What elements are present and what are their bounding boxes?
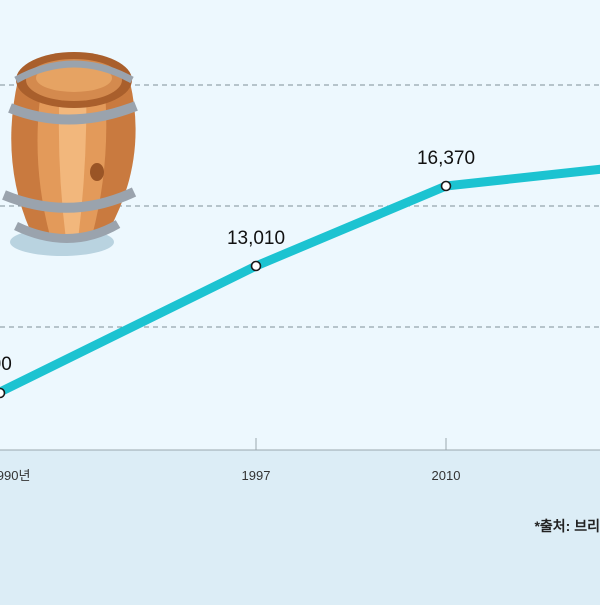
source-note: *출처: 브리 [534, 518, 600, 534]
x-tick-label: 2010 [432, 468, 461, 483]
data-point [0, 387, 6, 399]
x-ticks: 1990년 1997 2010 [0, 438, 460, 483]
data-labels: 9,000 13,010 16,370 [0, 148, 475, 375]
series-line [0, 164, 600, 398]
series-group [0, 164, 600, 399]
data-label: 13,010 [227, 228, 285, 249]
data-label: 16,370 [417, 148, 475, 169]
data-point [440, 180, 452, 192]
data-point [250, 260, 262, 272]
data-label: 9,000 [0, 354, 12, 375]
wine-barrel-illustration [2, 52, 138, 256]
x-tick-label: 1997 [242, 468, 271, 483]
x-tick-label: 1990년 [0, 468, 30, 483]
